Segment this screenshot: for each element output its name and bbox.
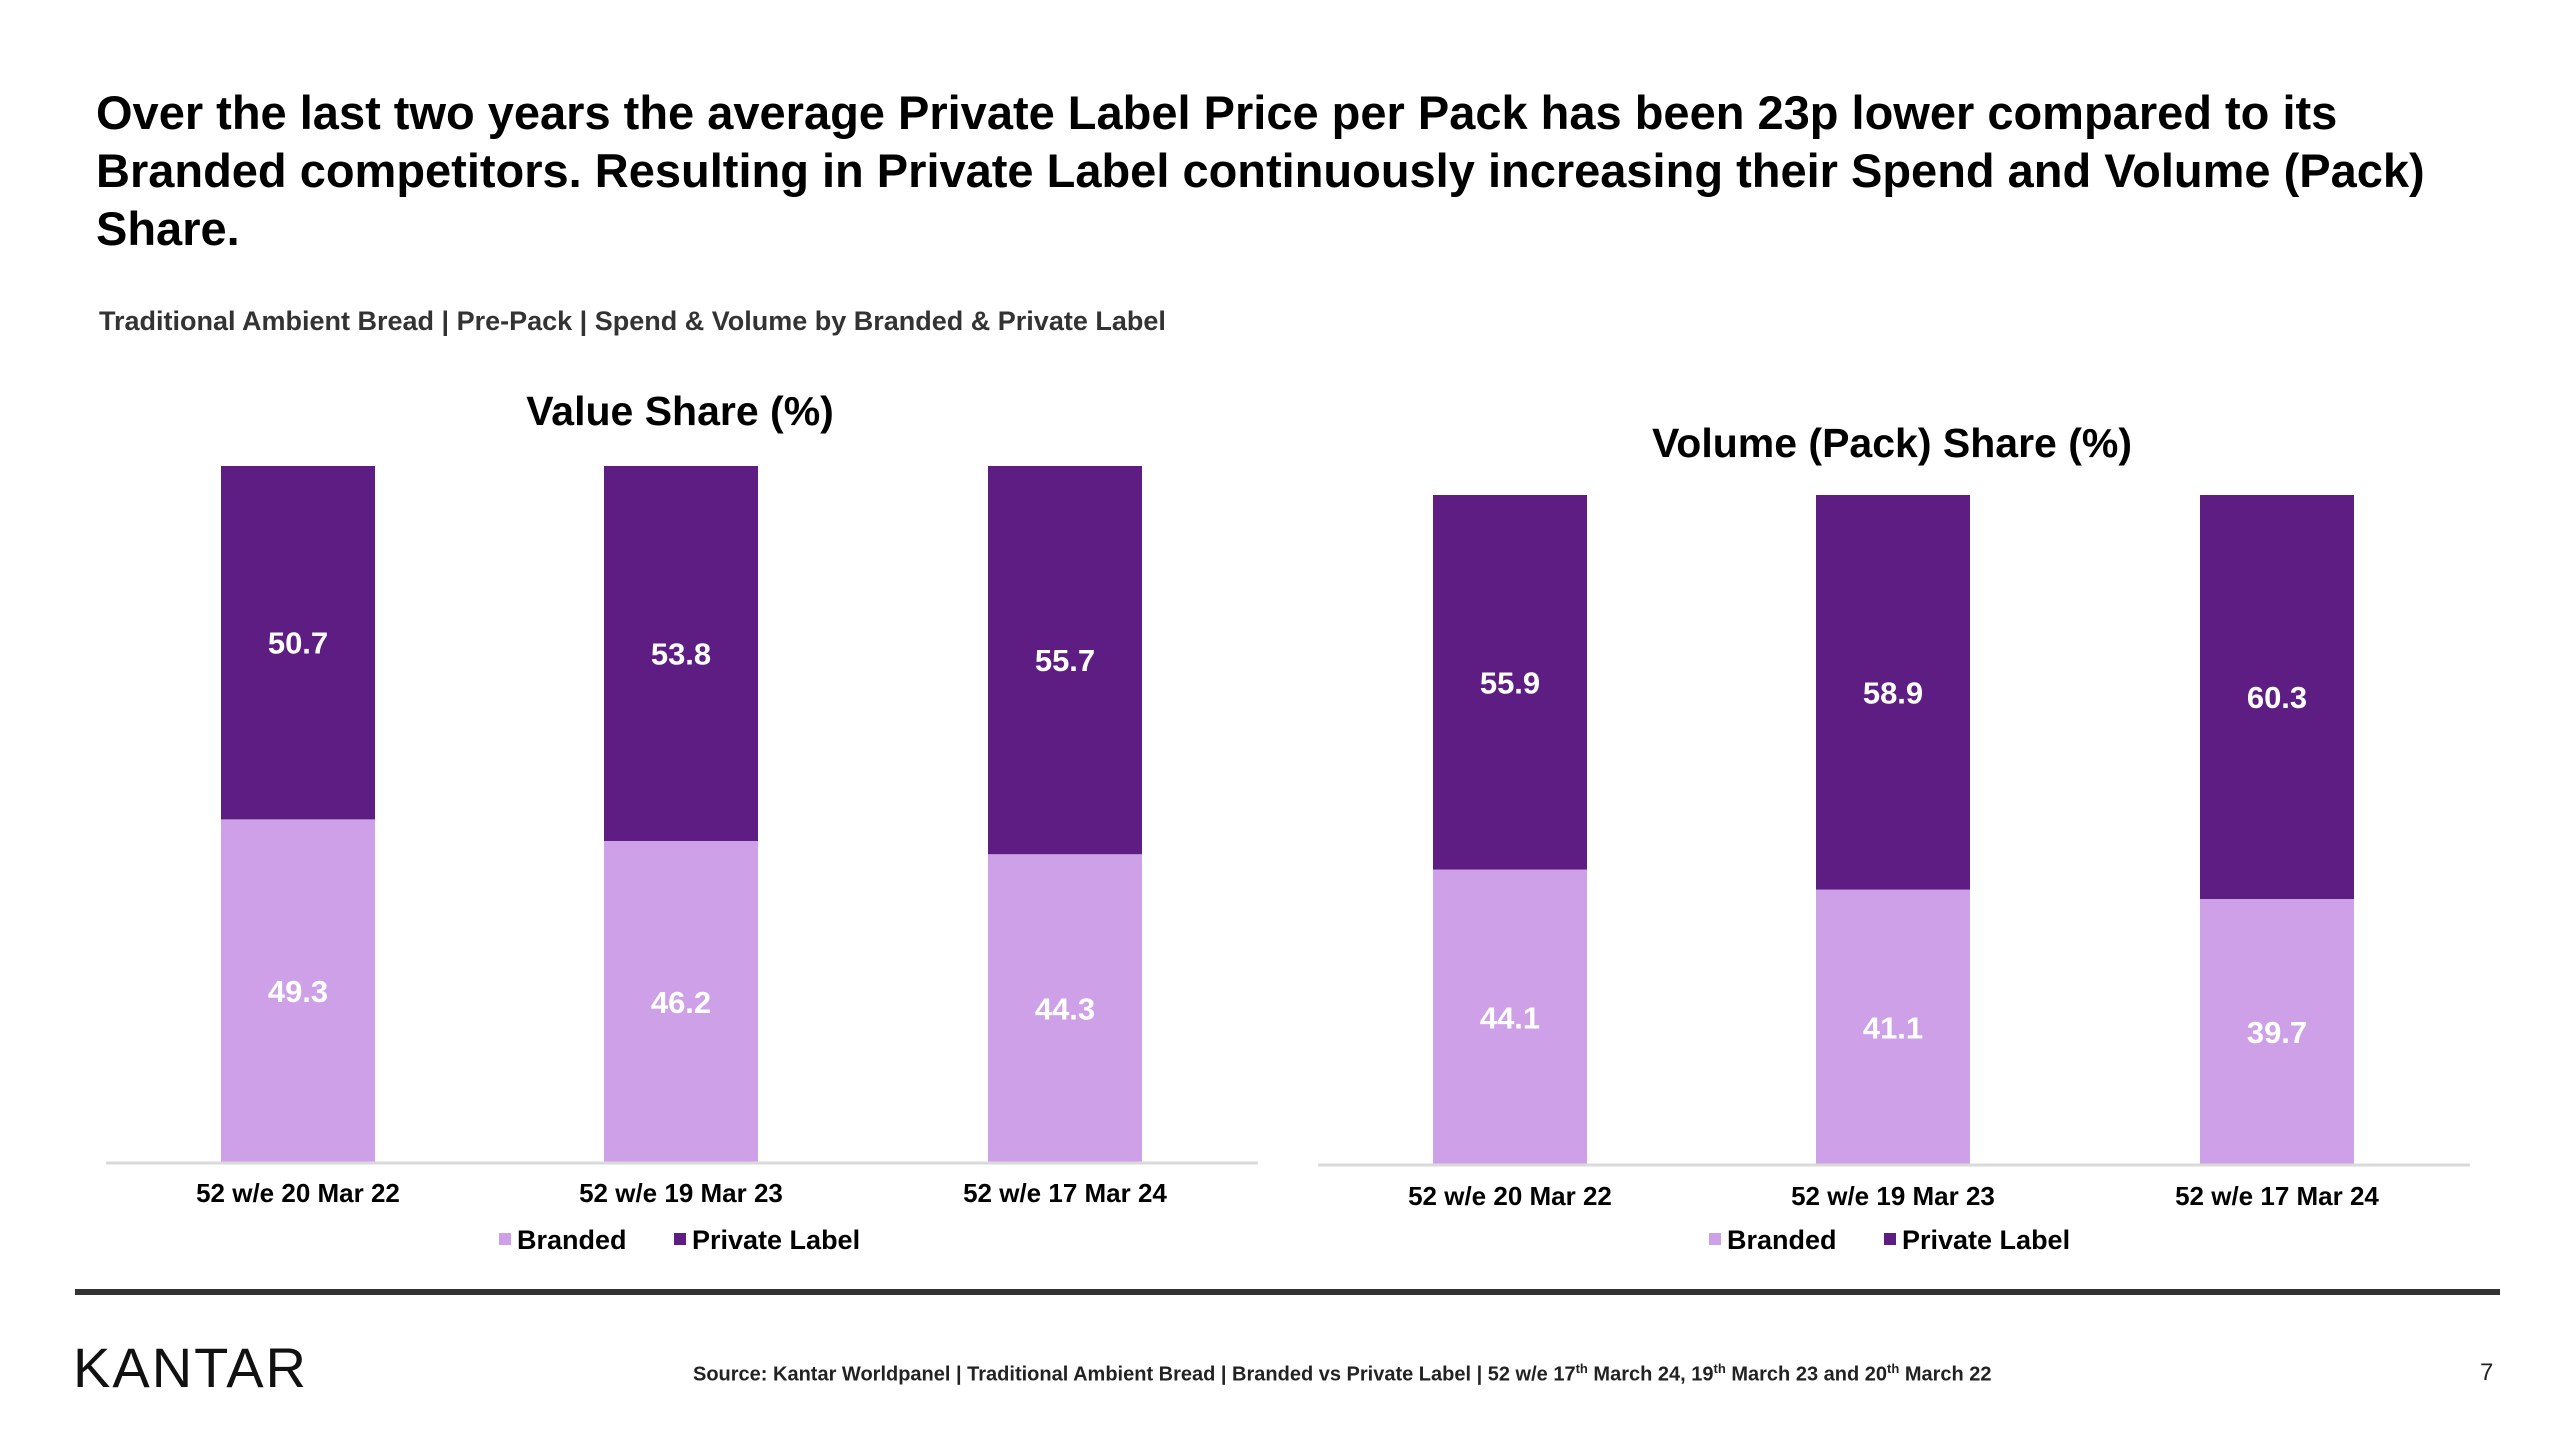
value-share-data-label-private-label: 55.7 <box>1035 643 1095 678</box>
volume-share-data-label-private-label: 55.9 <box>1480 665 1540 700</box>
volume-share-bar-branded <box>1816 889 1970 1165</box>
volume-share-tick-label: 52 w/e 17 Mar 24 <box>2175 1181 2379 1211</box>
value-share-data-label-branded: 44.3 <box>1035 992 1095 1027</box>
value-share-bar-private-label <box>988 466 1142 855</box>
value-share-bar-branded <box>604 840 758 1163</box>
volume-share-data-label-private-label: 60.3 <box>2247 680 2307 715</box>
footer-divider <box>75 1289 2500 1295</box>
chart-subheading: Traditional Ambient Bread | Pre-Pack | S… <box>99 306 1166 336</box>
value-share-data-label-branded: 49.3 <box>268 974 328 1009</box>
volume-share-tick-label: 52 w/e 20 Mar 22 <box>1408 1181 1612 1211</box>
volume-share-data-label-private-label: 58.9 <box>1863 675 1923 710</box>
volume-share-legend-swatch-branded <box>1709 1233 1721 1245</box>
value-share-data-label-branded: 46.2 <box>651 985 711 1020</box>
value-share-tick-label: 52 w/e 17 Mar 24 <box>963 1178 1167 1208</box>
volume-share-chart-title: Volume (Pack) Share (%) <box>1652 420 2132 466</box>
volume-share-bar-private-label <box>2200 495 2354 900</box>
value-share-data-label-private-label: 53.8 <box>651 636 711 671</box>
value-share-legend-label-private-label: Private Label <box>692 1225 860 1255</box>
value-share-legend-label-branded: Branded <box>517 1225 627 1255</box>
volume-share-legend-label-private-label: Private Label <box>1902 1225 2070 1255</box>
volume-share-legend-label-branded: Branded <box>1727 1225 1837 1255</box>
value-share-legend-swatch-branded <box>499 1233 511 1245</box>
volume-share-bar-private-label <box>1433 495 1587 870</box>
volume-share-data-label-branded: 39.7 <box>2247 1015 2307 1050</box>
kantar-logo: KANTAR <box>73 1336 308 1399</box>
value-share-bar-branded <box>988 854 1142 1163</box>
value-share-tick-label: 52 w/e 20 Mar 22 <box>196 1178 400 1208</box>
volume-share-data-label-branded: 44.1 <box>1480 1000 1540 1035</box>
value-share-tick-label: 52 w/e 19 Mar 23 <box>579 1178 783 1208</box>
page-headline: Over the last two years the average Priv… <box>96 86 2425 255</box>
value-share-legend-swatch-private-label <box>674 1233 686 1245</box>
page-number: 7 <box>2480 1359 2494 1386</box>
value-share-bar-private-label <box>604 466 758 841</box>
value-share-data-label-private-label: 50.7 <box>268 626 328 661</box>
volume-share-bar-private-label <box>1816 495 1970 890</box>
volume-share-data-label-branded: 41.1 <box>1863 1010 1923 1045</box>
volume-share-tick-label: 52 w/e 19 Mar 23 <box>1791 1181 1995 1211</box>
value-share-bar-private-label <box>221 466 375 820</box>
volume-share-legend-swatch-private-label <box>1884 1233 1896 1245</box>
value-share-chart-title: Value Share (%) <box>526 388 834 434</box>
source-note: Source: Kantar Worldpanel | Traditional … <box>693 1361 1992 1386</box>
volume-share-bar-branded <box>2200 899 2354 1165</box>
value-share-bar-branded <box>221 819 375 1163</box>
volume-share-bar-branded <box>1433 869 1587 1165</box>
